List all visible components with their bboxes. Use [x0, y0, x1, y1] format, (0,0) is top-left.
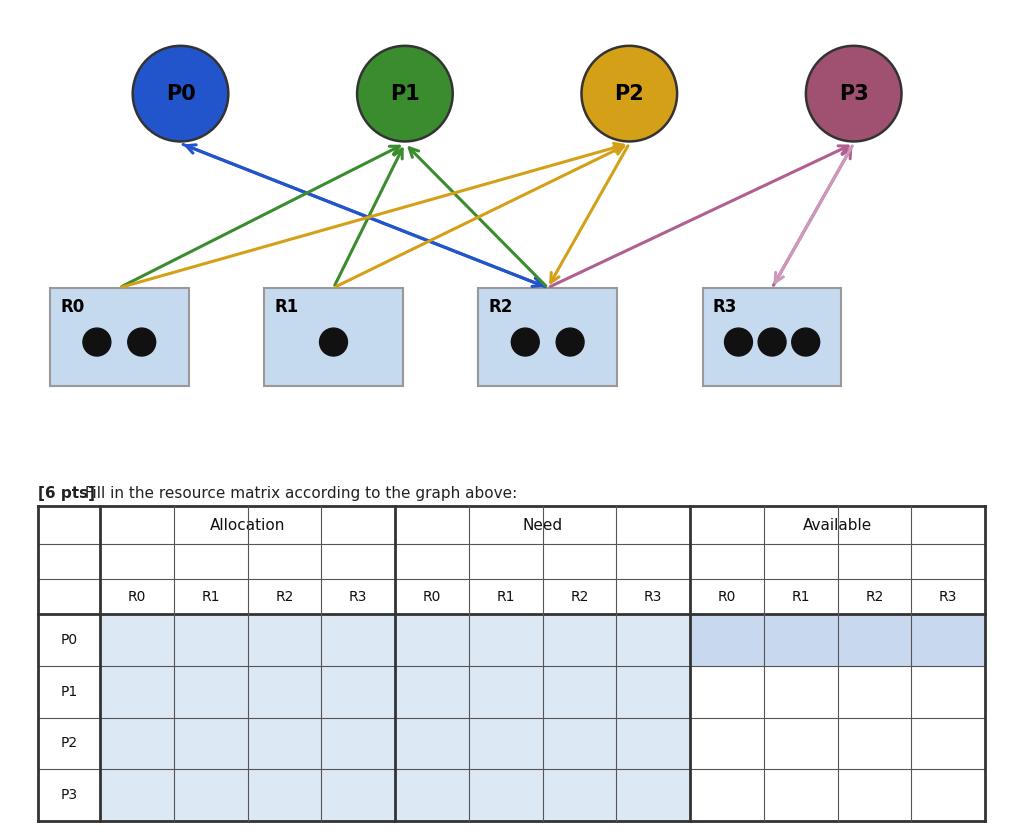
Text: Fill in the resource matrix according to the graph above:: Fill in the resource matrix according to…	[80, 487, 517, 501]
Text: R1: R1	[792, 589, 810, 604]
Bar	[543, 614, 616, 665]
Bar	[174, 665, 248, 717]
Bar	[616, 717, 690, 769]
Circle shape	[556, 328, 584, 356]
Bar	[395, 614, 469, 665]
Bar	[616, 769, 690, 821]
Bar	[322, 665, 395, 717]
Circle shape	[319, 328, 347, 356]
Bar	[543, 769, 616, 821]
Text: R3: R3	[939, 589, 957, 604]
Text: R3: R3	[644, 589, 663, 604]
Text: P1: P1	[390, 84, 420, 104]
Bar	[100, 769, 174, 821]
Bar	[690, 769, 764, 821]
Text: R2: R2	[275, 589, 294, 604]
Text: P3: P3	[839, 84, 868, 104]
Bar	[469, 717, 543, 769]
Text: R3: R3	[349, 589, 368, 604]
Bar	[100, 665, 174, 717]
Circle shape	[133, 46, 228, 141]
Bar	[838, 665, 911, 717]
Text: R1: R1	[274, 298, 298, 316]
Bar	[690, 717, 764, 769]
Bar	[174, 717, 248, 769]
Bar	[764, 665, 838, 717]
Bar	[616, 665, 690, 717]
Text: R1: R1	[202, 589, 220, 604]
Bar	[690, 614, 764, 665]
Text: R2: R2	[488, 298, 513, 316]
Bar	[838, 614, 911, 665]
Bar	[322, 717, 395, 769]
Text: R0: R0	[60, 298, 84, 316]
Bar	[322, 769, 395, 821]
Bar	[174, 769, 248, 821]
Bar	[838, 717, 911, 769]
Bar	[100, 614, 174, 665]
Bar	[174, 614, 248, 665]
Circle shape	[725, 328, 753, 356]
Bar	[690, 665, 764, 717]
Text: Available: Available	[803, 517, 872, 533]
Bar	[911, 717, 985, 769]
Bar	[911, 665, 985, 717]
Text: R0: R0	[718, 589, 736, 604]
Text: P2: P2	[614, 84, 644, 104]
Bar	[543, 717, 616, 769]
Text: R3: R3	[713, 298, 737, 316]
Bar	[838, 769, 911, 821]
Bar	[322, 614, 395, 665]
Bar	[248, 665, 322, 717]
Text: R1: R1	[497, 589, 515, 604]
FancyBboxPatch shape	[478, 288, 616, 386]
Circle shape	[511, 328, 540, 356]
Bar	[248, 717, 322, 769]
Bar	[469, 769, 543, 821]
Bar	[469, 665, 543, 717]
Circle shape	[792, 328, 819, 356]
Text: R0: R0	[128, 589, 146, 604]
Text: R0: R0	[423, 589, 441, 604]
Bar	[248, 614, 322, 665]
FancyBboxPatch shape	[50, 288, 188, 386]
Text: P0: P0	[166, 84, 196, 104]
Bar	[616, 614, 690, 665]
Circle shape	[582, 46, 677, 141]
Text: R2: R2	[570, 589, 589, 604]
Circle shape	[758, 328, 786, 356]
Bar	[395, 665, 469, 717]
Circle shape	[806, 46, 901, 141]
Text: P1: P1	[60, 685, 78, 699]
FancyBboxPatch shape	[264, 288, 402, 386]
Bar	[395, 717, 469, 769]
Bar	[764, 769, 838, 821]
Circle shape	[357, 46, 453, 141]
Bar	[543, 665, 616, 717]
Text: Need: Need	[522, 517, 562, 533]
Text: Allocation: Allocation	[210, 517, 286, 533]
Text: P0: P0	[60, 633, 78, 647]
Bar	[764, 717, 838, 769]
FancyBboxPatch shape	[702, 288, 842, 386]
Text: [6 pts]: [6 pts]	[38, 487, 95, 501]
Text: P3: P3	[60, 788, 78, 803]
Bar	[764, 614, 838, 665]
Bar	[469, 614, 543, 665]
Text: R2: R2	[865, 589, 884, 604]
Circle shape	[128, 328, 156, 356]
Bar	[911, 614, 985, 665]
Circle shape	[83, 328, 111, 356]
Bar	[248, 769, 322, 821]
Bar	[395, 769, 469, 821]
Bar	[911, 769, 985, 821]
Text: P2: P2	[60, 737, 78, 751]
Bar	[100, 717, 174, 769]
